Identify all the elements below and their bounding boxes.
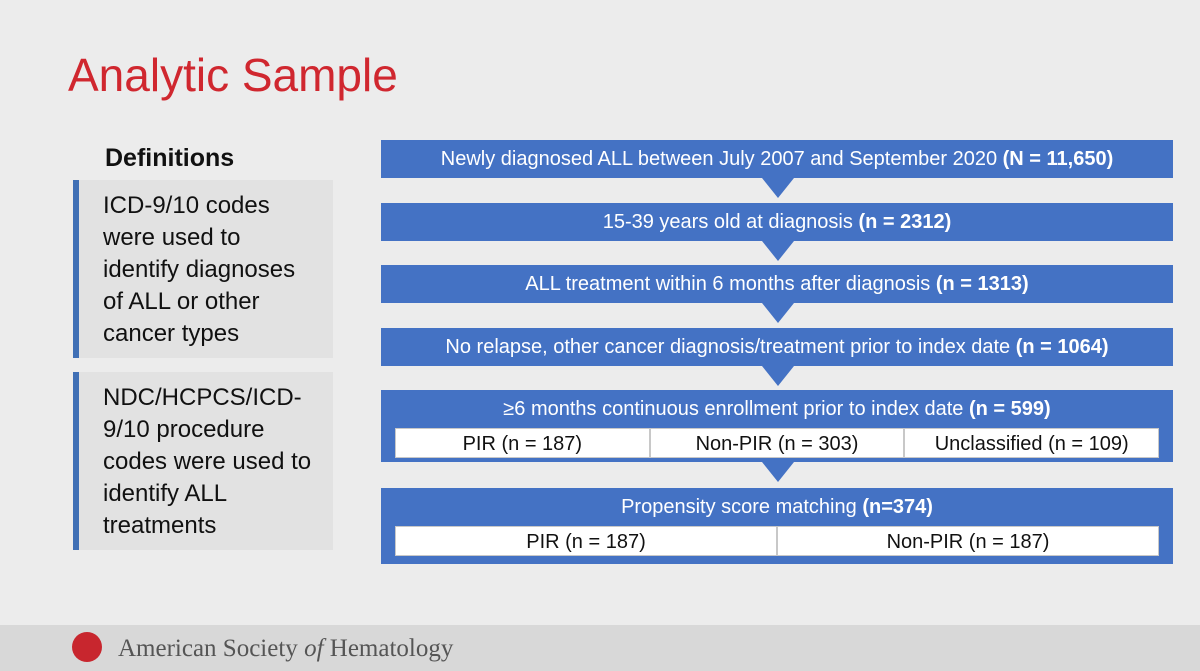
group-row: PIR (n = 187) Non-PIR (n = 303) Unclassifi… xyxy=(395,428,1160,458)
step-text: 15-39 years old at diagnosis xyxy=(602,211,859,233)
group-cell: Non-PIR (n = 303) xyxy=(649,428,905,458)
organization-name: American Society of Hematology xyxy=(118,635,453,663)
step-text: No relapse, other cancer diagnosis/treat… xyxy=(445,336,1016,358)
step-label: ALL treatment within 6 months after diag… xyxy=(381,265,1173,303)
step-count: (n = 1313) xyxy=(935,273,1029,295)
flow-arrow xyxy=(762,303,794,323)
step-text: ≥6 months continuous enrollment prior to… xyxy=(503,398,969,420)
step-label: 15-39 years old at diagnosis (n = 2312) xyxy=(381,203,1173,241)
group-cell: PIR (n = 187) xyxy=(395,428,650,458)
step-count: (n = 599) xyxy=(968,398,1051,420)
step-text: ALL treatment within 6 months after diag… xyxy=(525,273,936,295)
step-count: (N = 11,650) xyxy=(1002,148,1114,170)
step-text: Propensity score matching xyxy=(621,496,863,518)
footer xyxy=(0,625,1200,671)
step-text: Newly diagnosed ALL between July 2007 an… xyxy=(440,148,1003,170)
flow-step: Propensity score matching (n=374) PIR (n … xyxy=(381,488,1173,564)
flow-arrow xyxy=(762,366,794,386)
flow-step: No relapse, other cancer diagnosis/treat… xyxy=(381,328,1173,366)
org-text: American Society xyxy=(118,635,305,662)
flow-step: ≥6 months continuous enrollment prior to… xyxy=(381,390,1173,462)
step-count: (n = 1064) xyxy=(1015,336,1109,358)
group-cell: Unclassified (n = 109) xyxy=(904,428,1160,458)
group-row: PIR (n = 187) Non-PIR (n = 187) xyxy=(395,526,1159,556)
step-label: Propensity score matching (n=374) xyxy=(381,488,1173,526)
org-text: Hematology xyxy=(323,635,454,662)
org-text: of xyxy=(304,635,324,662)
step-label: Newly diagnosed ALL between July 2007 an… xyxy=(381,140,1173,178)
step-label: ≥6 months continuous enrollment prior to… xyxy=(381,390,1173,428)
slide-title: Analytic Sample xyxy=(68,49,398,101)
step-count: (n=374) xyxy=(862,496,933,518)
flow-arrow xyxy=(762,178,794,198)
definitions-heading: Definitions xyxy=(105,144,235,172)
definition-box: NDC/HCPCS/ICD-9/10 procedure codes were … xyxy=(73,372,333,550)
logo xyxy=(72,632,102,662)
flow-step: 15-39 years old at diagnosis (n = 2312) xyxy=(381,203,1173,241)
flow-arrow xyxy=(762,241,794,261)
definition-box: ICD-9/10 codes were used to identify dia… xyxy=(73,180,333,358)
group-cell: PIR (n = 187) xyxy=(395,526,777,556)
group-cell: Non-PIR (n = 187) xyxy=(777,526,1159,556)
flow-step: Newly diagnosed ALL between July 2007 an… xyxy=(381,140,1173,178)
step-label: No relapse, other cancer diagnosis/treat… xyxy=(381,328,1173,366)
flow-step: ALL treatment within 6 months after diag… xyxy=(381,265,1173,303)
step-count: (n = 2312) xyxy=(858,211,952,233)
flow-arrow xyxy=(762,462,794,482)
